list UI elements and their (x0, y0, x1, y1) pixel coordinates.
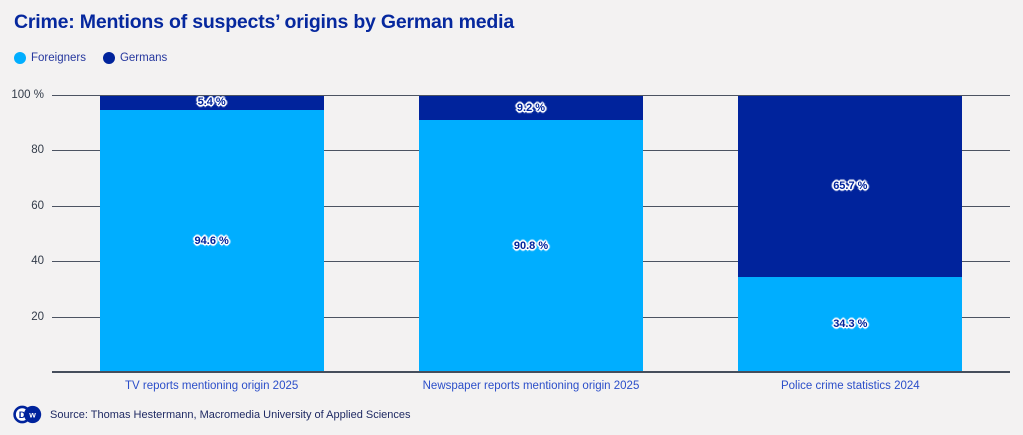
legend-label: Foreigners (31, 52, 86, 64)
dw-logo-icon: D w (13, 405, 42, 424)
footer: D w Source: Thomas Hestermann, Macromedi… (13, 405, 411, 424)
legend-item-germans: Germans (102, 52, 168, 64)
germans-swatch-icon (102, 52, 115, 64)
bar-segment-germans: 9.2 % (418, 95, 643, 121)
y-tick-label: 80 (31, 144, 44, 157)
y-tick-label: 60 (31, 199, 44, 212)
segment-value-label: 94.6 % (194, 234, 229, 247)
legend-label: Germans (119, 52, 168, 64)
y-axis: 100 % 80 60 40 20 (0, 89, 44, 372)
y-tick-label: 20 (31, 310, 44, 323)
bar-column: 5.4 % 94.6 % (52, 95, 371, 372)
y-tick-label: 40 (31, 255, 44, 268)
legend-item-foreigners: Foreigners (14, 52, 86, 64)
category-label: TV reports mentioning origin 2025 (125, 380, 299, 392)
source-text: Source: Thomas Hestermann, Macromedia Un… (50, 408, 411, 421)
bar-segment-foreigners: 34.3 % (738, 276, 963, 372)
legend: Foreigners Germans (14, 52, 167, 64)
segment-value-label: 65.7 % (833, 179, 868, 192)
segment-value-label: 5.4 % (197, 96, 226, 109)
gridline-100 (52, 95, 1010, 96)
stacked-bar: 65.7 % 34.3 % (738, 95, 963, 372)
stacked-bar: 9.2 % 90.8 % (418, 95, 643, 372)
y-tick-label: 100 % (11, 89, 44, 101)
bars-container: 5.4 % 94.6 % 9.2 % 90.8 % 65.7 % 34.3 % (52, 95, 1010, 372)
bar-segment-foreigners: 94.6 % (99, 109, 324, 372)
svg-text:w: w (28, 410, 36, 420)
stacked-bar: 5.4 % 94.6 % (99, 95, 324, 372)
bar-segment-germans: 5.4 % (99, 95, 324, 110)
bar-column: 65.7 % 34.3 % (691, 95, 1010, 372)
segment-value-label: 90.8 % (513, 240, 549, 253)
bar-column: 9.2 % 90.8 % (371, 95, 690, 372)
bar-segment-germans: 65.7 % (738, 95, 963, 277)
category-label: Police crime statistics 2024 (780, 380, 920, 392)
chart-title: Crime: Mentions of suspects’ origins by … (14, 11, 514, 33)
category-label: Newspaper reports mentioning origin 2025 (422, 380, 640, 392)
svg-text:D: D (19, 410, 26, 421)
segment-value-label: 34.3 % (833, 318, 868, 331)
segment-value-label: 9.2 % (516, 101, 546, 114)
plot-area: 5.4 % 94.6 % 9.2 % 90.8 % 65.7 % 34.3 % (52, 95, 1010, 373)
foreigners-swatch-icon (14, 52, 26, 64)
bar-segment-foreigners: 90.8 % (418, 120, 643, 372)
x-axis-line (52, 371, 1010, 373)
x-axis-labels: TV reports mentioning origin 2025 Newspap… (52, 380, 1010, 392)
